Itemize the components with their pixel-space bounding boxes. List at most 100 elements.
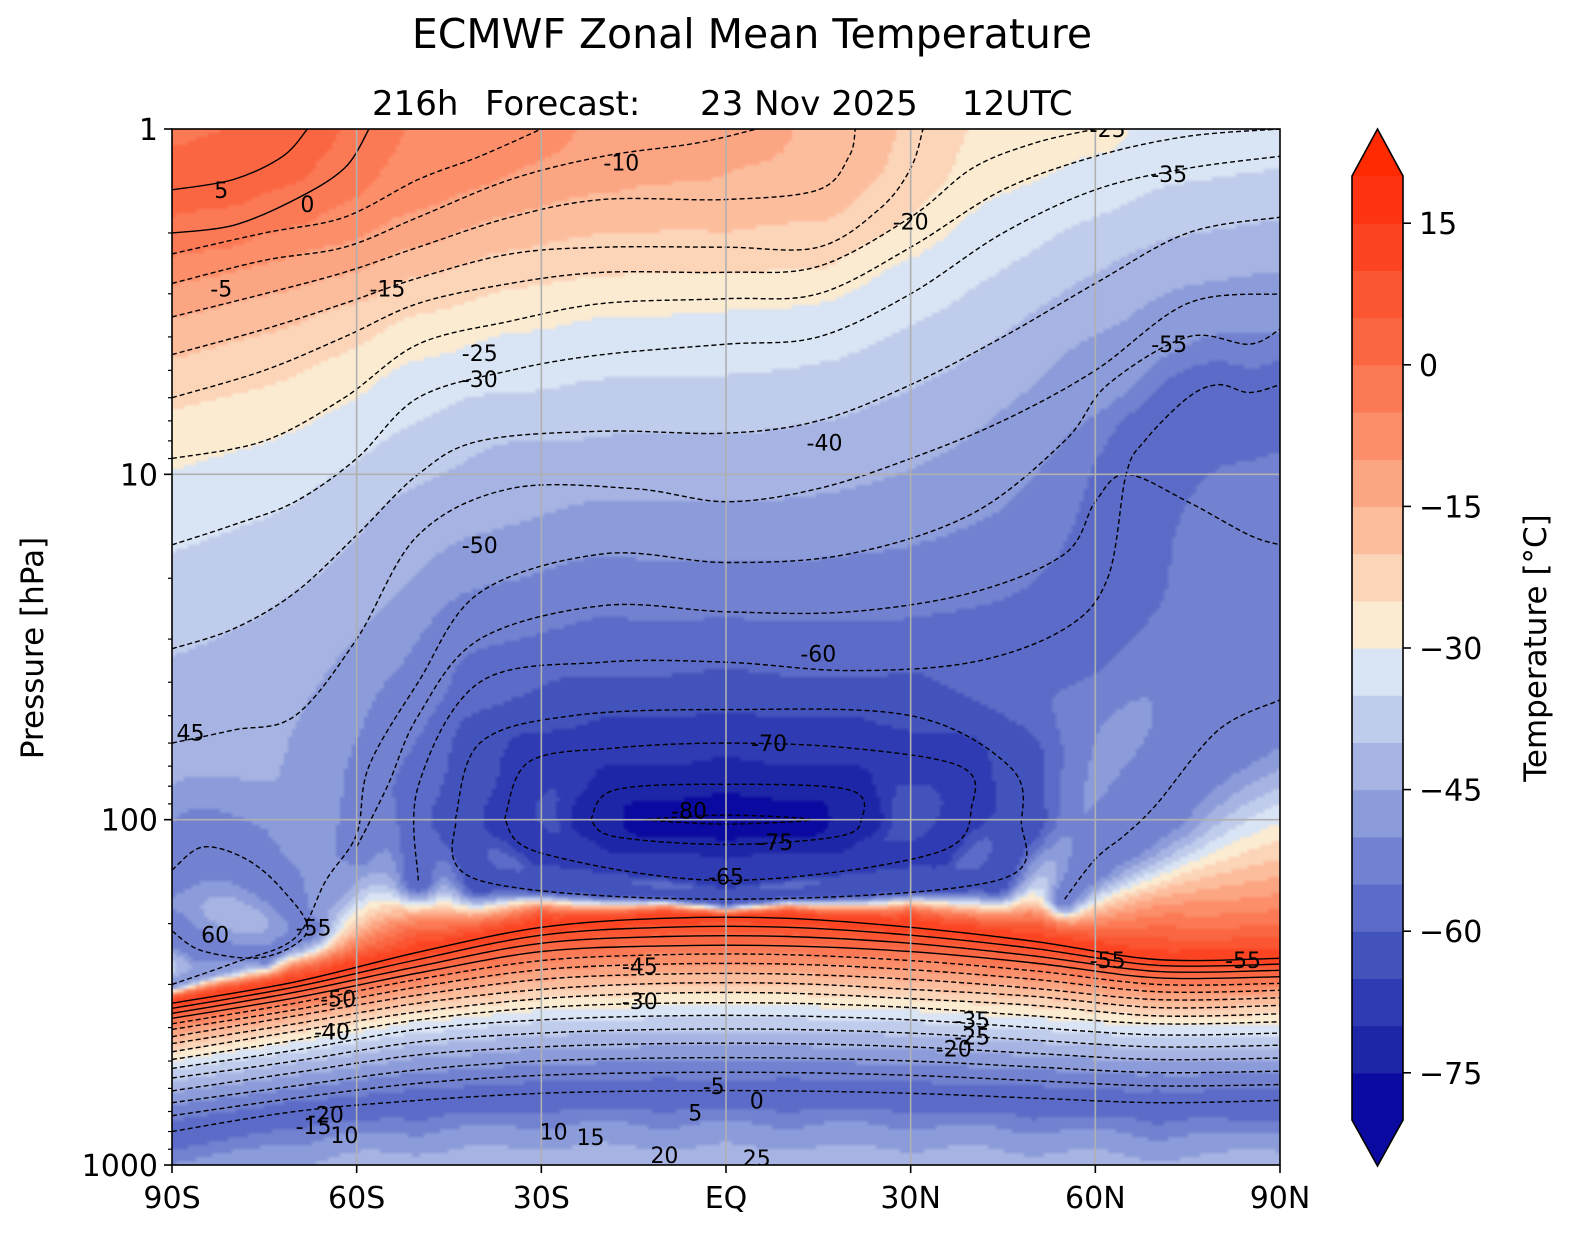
subtitle-forecast-word: Forecast: <box>485 84 640 124</box>
colorbar-tick-label: −75 <box>1419 1057 1482 1092</box>
colorbar-band <box>1352 364 1403 413</box>
contour-label: -60 <box>800 642 836 667</box>
colorbar-band <box>1352 317 1403 366</box>
contour-label: -55 <box>296 916 332 941</box>
chart-title: ECMWF Zonal Mean Temperature <box>412 10 1092 58</box>
y-tick-label: 1000 <box>82 1149 158 1184</box>
contour-label: 15 <box>577 1126 605 1151</box>
colorbar-band <box>1352 789 1403 838</box>
contour-label: -25 <box>954 1026 990 1051</box>
contour-label: -40 <box>314 1020 350 1045</box>
colorbar: 15 0 −15 −30 −45 −60 −75 Temperature [°C] <box>1351 127 1554 1168</box>
contour-label: -25 <box>1090 118 1126 143</box>
subtitle-date: 23 Nov 2025 <box>700 84 918 124</box>
contour-label: 20 <box>650 1144 678 1169</box>
contour-label: -80 <box>671 799 707 824</box>
contour-label: 0 <box>300 193 314 218</box>
colorbar-band <box>1352 648 1403 696</box>
isotherm-line <box>356 473 1280 848</box>
contour-label: -20 <box>308 1104 344 1129</box>
contour-label: -75 <box>757 831 793 856</box>
contour-label: -25 <box>462 342 498 367</box>
colorbar-band <box>1352 412 1403 460</box>
colorbar-ticks: 15 0 −15 −30 −45 −60 −75 <box>1403 207 1482 1092</box>
x-tick-label: 90S <box>143 1181 200 1216</box>
x-tick-label: 60S <box>328 1181 385 1216</box>
contour-label: 0 <box>750 1089 764 1114</box>
x-axis: 90S 60S 30S EQ 30N 60N 90N <box>143 1165 1310 1216</box>
colorbar-band <box>1352 506 1403 555</box>
y-tick-label: 10 <box>120 458 158 493</box>
contour-label: 60 <box>201 923 229 948</box>
isotherm-line <box>172 155 1280 546</box>
colorbar-band <box>1352 270 1403 319</box>
colorbar-band <box>1352 459 1403 507</box>
contour-label: 45 <box>176 722 204 747</box>
contour-label: -55 <box>1090 949 1126 974</box>
plot-area: 50-5 -15-10-20-25-35-55-25-30-40-50-60-70… <box>171 118 1281 1172</box>
colorbar-outline <box>1351 127 1404 1168</box>
contour-label: -15 <box>369 278 405 303</box>
colorbar-band <box>1352 1025 1403 1074</box>
isotherm-line <box>172 129 542 255</box>
x-tick-label: EQ <box>705 1181 748 1216</box>
isotherm-line <box>503 742 977 882</box>
contour-labels: 50-5 -15-10-20-25-35-55-25-30-40-50-60-70… <box>176 118 1261 1172</box>
colorbar-label: Temperature [°C] <box>1518 514 1554 783</box>
colorbar-band <box>1352 978 1403 1027</box>
contour-label: -5 <box>703 1075 725 1100</box>
colorbar-band <box>1352 1072 1403 1121</box>
colorbar-bands <box>1352 176 1403 1121</box>
colorbar-band <box>1352 223 1403 271</box>
isotherm-line <box>172 328 1280 986</box>
colorbar-band <box>1352 600 1403 649</box>
contour-label: -20 <box>936 1038 972 1063</box>
grid-lines <box>172 129 1280 1165</box>
isotherm-line <box>172 216 1280 650</box>
subtitle-lead-time: 216h <box>372 84 458 124</box>
isotherm-line <box>172 129 757 285</box>
y-axis: 1 10 100 1000 <box>82 113 172 1184</box>
contour-label: -55 <box>1151 333 1187 358</box>
x-tick-label: 90N <box>1250 1181 1311 1216</box>
subtitle-time: 12UTC <box>962 84 1073 124</box>
contour-label: -30 <box>622 990 658 1015</box>
isotherm-line <box>172 129 308 191</box>
contour-label: -30 <box>462 368 498 393</box>
colorbar-tick-label: −30 <box>1419 632 1482 667</box>
contour-label: -45 <box>622 955 658 980</box>
contour-label: -50 <box>462 534 498 559</box>
isotherm-line <box>172 129 370 234</box>
colorbar-band <box>1352 553 1403 602</box>
contour-label: -35 <box>954 1009 990 1034</box>
contour-label: -40 <box>807 432 843 457</box>
contour-label: -55 <box>1225 949 1261 974</box>
colorbar-tick-label: −15 <box>1419 490 1482 525</box>
contour-label: -65 <box>708 865 744 890</box>
colorbar-band <box>1352 884 1403 932</box>
contour-label: 10 <box>540 1121 568 1146</box>
colorbar-band <box>1352 931 1403 979</box>
colorbar-band <box>1352 836 1403 885</box>
colorbar-tick-label: 15 <box>1419 207 1457 242</box>
contour-label: -70 <box>751 732 787 757</box>
chart-subtitle: 216h Forecast: 23 Nov 2025 12UTC <box>372 84 1073 124</box>
colorbar-tick-label: −60 <box>1419 915 1482 950</box>
contour-label: -35 <box>1151 163 1187 188</box>
colorbar-band <box>1352 695 1403 743</box>
contour-label: -10 <box>603 151 639 176</box>
y-axis-label: Pressure [hPa] <box>15 537 51 759</box>
colorbar-under-arrow <box>1352 1120 1403 1166</box>
x-tick-label: 60N <box>1065 1181 1126 1216</box>
isotherm-line <box>413 383 1280 881</box>
y-tick-label: 1 <box>139 113 158 148</box>
contour-label: 5 <box>214 179 228 204</box>
contour-label: 10 <box>330 1124 358 1149</box>
isotherm-line <box>451 708 1028 900</box>
contour-label: 25 <box>743 1147 771 1172</box>
colorbar-tick-label: −45 <box>1419 774 1482 809</box>
contour-label: -50 <box>320 988 356 1013</box>
isotherm-line <box>172 293 1280 744</box>
colorbar-band <box>1352 176 1403 224</box>
isotherm-line <box>172 129 856 318</box>
